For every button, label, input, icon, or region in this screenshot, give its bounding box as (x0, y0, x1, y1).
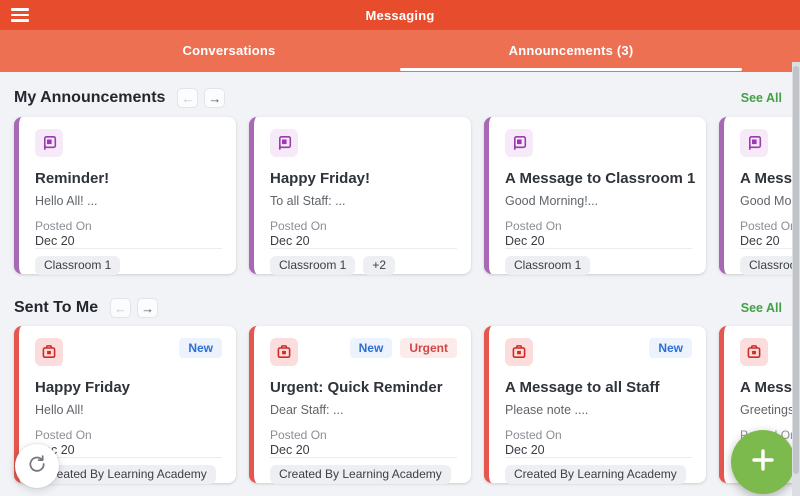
posted-date: Dec 20 (505, 234, 545, 248)
pinned-note-icon (35, 129, 63, 157)
scrollbar-thumb[interactable] (793, 66, 799, 474)
sent-to-me-row: New Happy Friday Hello All! Posted On De… (14, 326, 800, 484)
hamburger-menu-icon[interactable] (0, 0, 38, 30)
posted-on-label: Posted On (35, 428, 92, 442)
classroom-tag: Classroom 1 (270, 256, 356, 275)
arrow-right-icon: → (208, 90, 222, 106)
posted-on-label: Posted On (270, 219, 327, 233)
posted-date: Dec 20 (270, 443, 310, 457)
see-all-link[interactable]: See All (740, 301, 782, 315)
my-announcements-header: My Announcements ← → See All (14, 88, 800, 108)
refresh-icon (27, 454, 47, 479)
card-title: Reminder! (35, 170, 110, 187)
card-title: Happy Friday! (270, 170, 371, 187)
content-area: My Announcements ← → See All Reminder! H… (0, 72, 800, 496)
posted-on-label: Posted On (505, 219, 562, 233)
arrow-left-icon: ← (114, 300, 128, 316)
received-announcement-card[interactable]: New Urgent Urgent: Quick Reminder Dear S… (249, 326, 471, 484)
card-body: Good Morning!... (505, 194, 599, 208)
arrow-right-icon: → (141, 300, 155, 316)
section-title: Sent To Me (14, 299, 99, 316)
app-bar: Messaging (0, 0, 800, 30)
carousel-nav: ← → (110, 298, 159, 318)
carousel-nav: ← → (177, 88, 226, 108)
my-announcements-row: Reminder! Hello All! ... Posted On Dec 2… (14, 117, 800, 275)
announcement-card[interactable]: A Message to Classroom 1 Good Morning!..… (484, 117, 706, 275)
card-title: A Messa (740, 379, 800, 396)
card-body: To all Staff: ... (270, 194, 346, 208)
card-title: A Message to all Staff (505, 379, 660, 396)
received-announcement-card[interactable]: New Happy Friday Hello All! Posted On De… (14, 326, 236, 484)
announcement-card-clipped[interactable]: A Messa Good Morn Posted On Dec 20 Class… (719, 117, 800, 275)
section-title: My Announcements (14, 89, 166, 106)
creator-chip: Created By Learning Academy (505, 465, 686, 484)
scrollbar[interactable] (792, 62, 800, 496)
posted-date: Dec 20 (35, 234, 75, 248)
card-body: Good Morn (740, 194, 800, 208)
posted-date: Dec 20 (740, 234, 780, 248)
briefcase-campaign-icon (270, 338, 298, 366)
posted-date: Dec 20 (35, 443, 75, 457)
tab-conversations[interactable]: Conversations (182, 43, 276, 58)
urgent-badge: Urgent (400, 338, 457, 358)
announcement-card[interactable]: Reminder! Hello All! ... Posted On Dec 2… (14, 117, 236, 275)
scroll-left-button[interactable]: ← (110, 298, 132, 318)
classroom-tag: Classroon (740, 256, 800, 275)
card-body: Hello All! ... (35, 194, 98, 208)
scroll-right-button[interactable]: → (137, 298, 159, 318)
add-announcement-button[interactable] (731, 430, 795, 494)
see-all-link[interactable]: See All (740, 91, 782, 105)
card-title: Happy Friday (35, 379, 131, 396)
card-title: A Message to Classroom 1 (505, 170, 696, 187)
briefcase-campaign-icon (740, 338, 768, 366)
classroom-tag: Classroom 1 (505, 256, 591, 275)
new-badge: New (349, 338, 393, 358)
classroom-tag: Classroom 1 (35, 256, 121, 275)
posted-on-label: Posted On (740, 219, 797, 233)
posted-on-label: Posted On (505, 428, 562, 442)
received-announcement-card[interactable]: New A Message to all Staff Please note .… (484, 326, 706, 484)
scroll-left-button[interactable]: ← (177, 88, 199, 108)
pinned-note-icon (505, 129, 533, 157)
refresh-button[interactable] (15, 444, 59, 488)
posted-date: Dec 20 (270, 234, 310, 248)
active-tab-indicator (400, 67, 742, 71)
posted-on-label: Posted On (270, 428, 327, 442)
arrow-left-icon: ← (181, 90, 195, 106)
pinned-note-icon (740, 129, 768, 157)
page-title: Messaging (365, 7, 435, 23)
plus-icon (749, 446, 777, 479)
card-body: Dear Staff: ... (270, 403, 344, 417)
posted-date: Dec 20 (505, 443, 545, 457)
creator-chip: Created By Learning Academy (35, 465, 216, 484)
card-body: Hello All! (35, 403, 84, 417)
card-body: Greetings! (740, 403, 798, 417)
tab-bar: Conversations Announcements (3) (0, 30, 800, 72)
card-title: A Messa (740, 170, 800, 187)
new-badge: New (179, 338, 222, 358)
sent-to-me-header: Sent To Me ← → See All (14, 298, 800, 318)
scroll-right-button[interactable]: → (204, 88, 226, 108)
card-title: Urgent: Quick Reminder (270, 379, 443, 396)
new-badge: New (649, 338, 692, 358)
briefcase-campaign-icon (505, 338, 533, 366)
card-body: Please note .... (505, 403, 589, 417)
posted-on-label: Posted On (35, 219, 92, 233)
announcement-card[interactable]: Happy Friday! To all Staff: ... Posted O… (249, 117, 471, 275)
briefcase-campaign-icon (35, 338, 63, 366)
more-tags-chip: +2 (363, 256, 396, 275)
creator-chip: Created By Learning Academy (270, 465, 451, 484)
tab-announcements[interactable]: Announcements (3) (508, 43, 634, 58)
pinned-note-icon (270, 129, 298, 157)
